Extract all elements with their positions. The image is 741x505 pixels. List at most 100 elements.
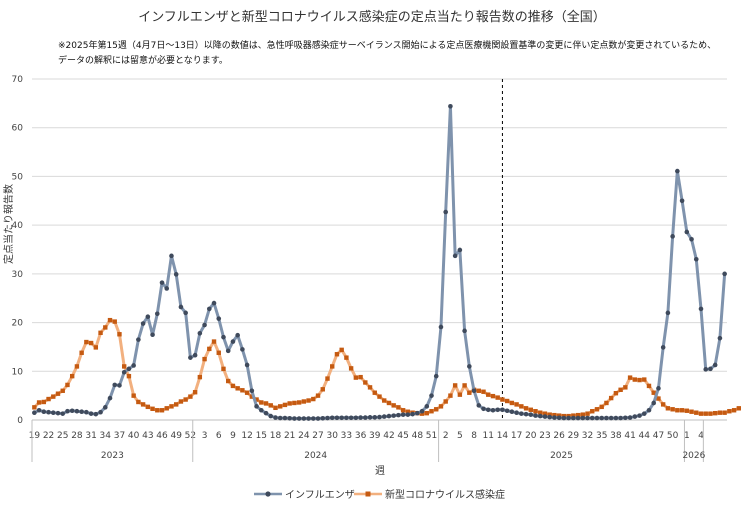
influenza-point-99: [500, 407, 505, 413]
covid-point-53: [282, 402, 288, 408]
influenza-point-17: [112, 382, 118, 388]
covid-point-121: [604, 400, 609, 406]
covid-point-92: [467, 390, 472, 395]
influenza-point-22: [136, 337, 141, 342]
influenza-point-118: [589, 415, 595, 421]
influenza-point-0: [32, 410, 37, 415]
x-tick-label-40: 35: [596, 431, 607, 441]
covid-point-72: [372, 390, 377, 395]
year-label-2023: 2023: [101, 451, 124, 461]
influenza-point-10: [79, 409, 84, 415]
covid-point-26: [155, 408, 160, 413]
y-tick-label-10: 10: [12, 367, 24, 377]
influenza-point-114: [571, 415, 576, 421]
covid-point-120: [599, 404, 604, 410]
covid-point-55: [292, 400, 297, 406]
influenza-point-55: [292, 416, 297, 421]
x-axis-title: 週: [375, 465, 385, 477]
covid-point-19: [121, 364, 127, 369]
legend-label-covid: 新型コロナウイルス感染症: [385, 488, 505, 501]
covid-point-41: [226, 378, 231, 384]
covid-point-107: [538, 410, 543, 415]
covid-point-122: [608, 395, 614, 401]
legend: インフルエンザ 新型コロナウイルス感染症: [254, 488, 505, 501]
influenza-point-130: [646, 407, 652, 413]
covid-point-2: [41, 399, 47, 405]
influenza-point-16: [107, 395, 113, 401]
x-tick-label-5: 34: [100, 431, 112, 441]
influenza-point-134: [665, 310, 671, 316]
influenza-point-63: [329, 415, 335, 421]
covid-point-146: [722, 410, 727, 415]
covid-point-20: [126, 373, 132, 379]
covid-point-33: [188, 394, 193, 399]
covid-point-47: [254, 397, 259, 402]
influenza-point-2: [41, 409, 47, 415]
covid-point-133: [660, 402, 666, 407]
influenza-point-110: [552, 415, 557, 420]
influenza-point-102: [514, 410, 519, 415]
covid-point-137: [679, 408, 685, 413]
influenza-point-81: [415, 410, 420, 416]
covid-point-8: [69, 373, 75, 379]
influenza-point-57: [301, 416, 307, 421]
year-label-2026: 2026: [682, 451, 705, 461]
influenza-point-137: [679, 198, 685, 204]
influenza-point-133: [660, 345, 666, 350]
covid-point-67: [348, 366, 354, 371]
x-tick-label-18: 21: [284, 431, 295, 441]
covid-point-86: [438, 404, 444, 409]
covid-point-54: [287, 401, 292, 406]
influenza-point-34: [192, 352, 198, 358]
influenza-point-104: [523, 411, 529, 417]
x-tick-label-46: 1: [684, 431, 690, 441]
influenza-point-60: [315, 416, 321, 421]
covid-point-118: [590, 409, 595, 414]
covid-point-42: [230, 383, 236, 389]
influenza-point-78: [400, 412, 406, 417]
covid-point-125: [623, 385, 628, 390]
covid-point-84: [429, 409, 434, 414]
influenza-point-120: [599, 415, 605, 421]
x-tick-label-8: 43: [142, 431, 153, 441]
covid-point-4: [51, 394, 56, 399]
x-tick-label-39: 32: [582, 431, 593, 441]
y-axis-title: 定点当たり報告数: [2, 184, 15, 264]
covid-point-56: [296, 400, 302, 405]
x-tick-label-15: 12: [241, 431, 252, 441]
influenza-point-14: [98, 409, 103, 415]
x-tick-label-19: 24: [298, 431, 310, 441]
influenza-point-91: [462, 328, 467, 334]
covid-point-12: [88, 340, 94, 346]
influenza-point-124: [618, 415, 623, 421]
influenza-point-58: [306, 416, 311, 421]
influenza-point-71: [367, 415, 373, 420]
covid-point-99: [500, 397, 505, 402]
influenza-point-9: [74, 408, 80, 414]
influenza-point-115: [575, 415, 581, 421]
x-tick-label-27: 48: [412, 431, 424, 441]
influenza-point-76: [391, 413, 396, 418]
covid-point-78: [400, 408, 406, 413]
covid-point-45: [244, 390, 250, 395]
influenza-point-5: [55, 410, 61, 416]
influenza-point-40: [221, 334, 226, 340]
covid-point-57: [301, 399, 307, 404]
covid-point-27: [159, 408, 165, 413]
influenza-point-84: [429, 393, 434, 398]
influenza-point-35: [197, 330, 203, 336]
influenza-point-97: [490, 407, 496, 413]
influenza-point-52: [277, 415, 283, 421]
influenza-point-53: [282, 415, 288, 421]
covid-point-16: [107, 317, 113, 323]
influenza-point-28: [164, 286, 170, 291]
covid-point-31: [178, 399, 184, 404]
influenza-point-107: [537, 413, 543, 419]
covid-point-100: [504, 398, 510, 404]
covid-point-109: [547, 412, 552, 417]
covid-point-62: [325, 376, 330, 381]
covid-point-91: [462, 383, 467, 388]
legend-swatch-influenza-marker: [265, 491, 271, 497]
influenza-point-121: [604, 415, 609, 421]
influenza-point-46: [249, 388, 255, 394]
